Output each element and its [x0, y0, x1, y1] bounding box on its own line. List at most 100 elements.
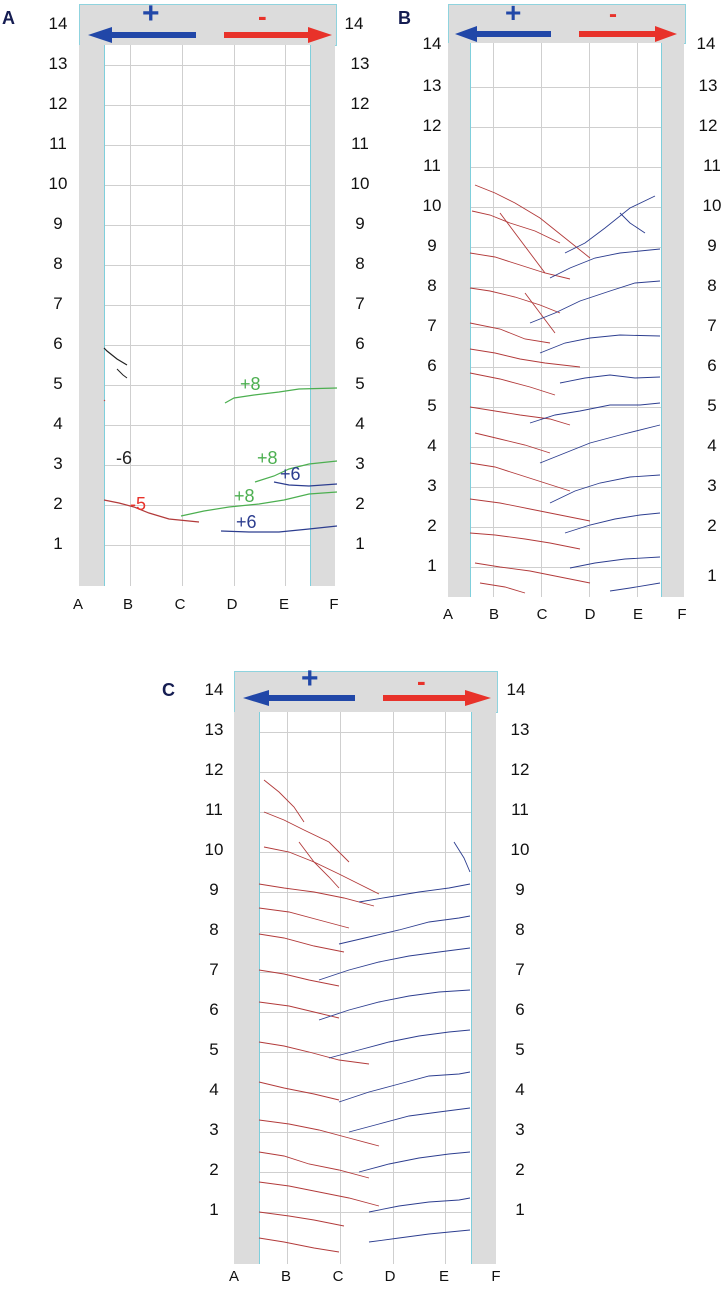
crack-line: [318, 989, 471, 1021]
row-label: 5: [355, 374, 365, 393]
crack-line: [549, 248, 661, 279]
row-label: 14: [422, 34, 442, 53]
row-label: 1: [355, 534, 365, 553]
row-label: 11: [511, 800, 529, 819]
row-label: 6: [515, 1000, 525, 1019]
crack-line: [469, 252, 571, 280]
panel-c-direction-arrows: [243, 690, 491, 706]
row-label: 13: [48, 54, 68, 73]
crack-line: [180, 491, 338, 517]
column-label: D: [384, 1268, 396, 1285]
crack-line: [273, 481, 338, 487]
row-label: 5: [427, 396, 437, 415]
column-label: C: [536, 606, 548, 623]
row-label: 13: [422, 76, 442, 95]
panel-c-direction-header: + -: [234, 662, 498, 713]
crack-line: [539, 424, 661, 464]
row-label: 8: [707, 276, 717, 295]
row-label: 14: [696, 34, 716, 53]
panel-a-direction-header: + -: [79, 0, 337, 46]
row-label: 1: [53, 534, 63, 553]
column-label: B: [280, 1268, 291, 1285]
plus-arrow-icon: [243, 690, 355, 706]
crack-line: [258, 1001, 340, 1019]
minus-arrow-icon: [224, 27, 332, 43]
crack-line: [469, 372, 556, 396]
row-label: 7: [355, 294, 365, 313]
row-label: 13: [350, 54, 370, 73]
row-label: 6: [53, 334, 63, 353]
row-label: 1: [209, 1200, 219, 1219]
crack-label: +8: [257, 448, 278, 468]
crack-line: [564, 512, 661, 534]
row-label: 10: [204, 840, 224, 859]
panel-a-direction-arrows: [88, 27, 332, 43]
row-label: 4: [209, 1080, 219, 1099]
row-label: 9: [355, 214, 365, 233]
row-label: 7: [427, 316, 437, 335]
column-label: F: [491, 1268, 501, 1285]
row-label: 6: [427, 356, 437, 375]
panel-a-right-strip: [310, 45, 335, 586]
row-label: 4: [53, 414, 63, 433]
crack-line: [258, 1151, 370, 1179]
column-label: C: [174, 596, 186, 613]
minus-sign: -: [258, 1, 267, 31]
crack-line: [609, 582, 661, 592]
row-label: 7: [209, 960, 219, 979]
crack-line: [469, 322, 551, 344]
plus-arrow-icon: [455, 26, 551, 42]
crack-line: [358, 883, 471, 903]
minus-sign: -: [609, 1, 617, 28]
row-label: 12: [698, 116, 718, 135]
row-label: 7: [53, 294, 63, 313]
row-label: 12: [422, 116, 442, 135]
row-label: 9: [53, 214, 63, 233]
row-label: 14: [204, 680, 224, 699]
crack-line: [103, 499, 200, 523]
row-label: 14: [48, 14, 68, 33]
panel-c-label: C: [162, 680, 175, 700]
row-label: 3: [515, 1120, 525, 1139]
row-label: 3: [53, 454, 63, 473]
row-label: 2: [355, 494, 365, 513]
crack-label: +6: [280, 464, 301, 484]
panel-c-left-strip: [234, 712, 259, 1264]
crack-line: [263, 779, 305, 823]
column-label: A: [228, 1268, 239, 1285]
row-label: 10: [702, 196, 722, 215]
crack-line: [258, 883, 375, 907]
column-label: B: [122, 596, 133, 613]
row-label: 10: [422, 196, 442, 215]
crack-line: [224, 387, 338, 404]
crack-line: [529, 402, 661, 424]
row-label: 9: [515, 880, 525, 899]
row-label: 3: [209, 1120, 219, 1139]
crack-line: [549, 474, 661, 504]
row-label: 3: [355, 454, 365, 473]
crack-line: [258, 1211, 345, 1227]
crack-line: [368, 1197, 471, 1213]
column-label: E: [632, 606, 643, 623]
row-label: 11: [49, 134, 67, 153]
panel-b-cracks: [469, 184, 661, 594]
row-label: 14: [344, 14, 364, 33]
row-label: 9: [209, 880, 219, 899]
crack-line: [338, 915, 471, 945]
row-label: 3: [427, 476, 437, 495]
row-label: 8: [355, 254, 365, 273]
column-label: E: [438, 1268, 449, 1285]
crack-line: [258, 1081, 340, 1101]
row-label: 7: [707, 316, 717, 335]
minus-sign: -: [417, 666, 426, 696]
crack-line: [358, 1151, 471, 1173]
minus-arrow-icon: [579, 26, 677, 42]
row-label: 12: [510, 760, 530, 779]
row-label: 10: [510, 840, 530, 859]
crack-label: -6: [116, 448, 133, 468]
column-label: C: [332, 1268, 344, 1285]
panel-b-label: B: [398, 8, 411, 28]
crack-line: [564, 195, 656, 254]
row-label: 2: [427, 516, 437, 535]
panel-b-wall-grid: [470, 43, 662, 597]
